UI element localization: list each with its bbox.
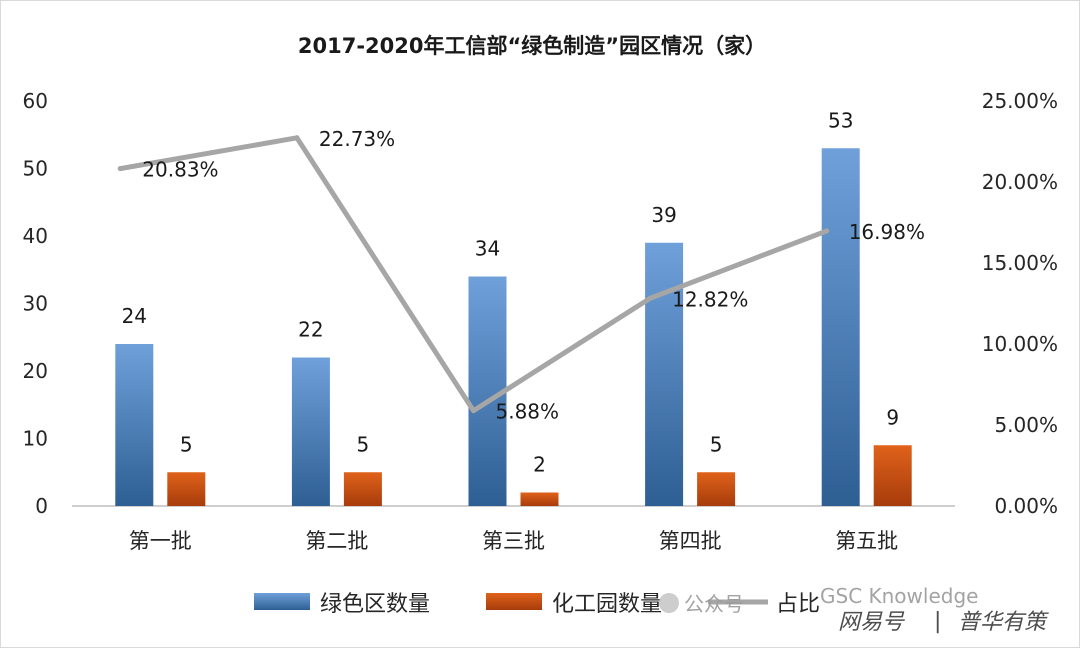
bar-chemical-parks xyxy=(873,445,912,506)
watermark-wechat-text: 公众号 xyxy=(684,592,744,616)
y2-axis-tick-label: 10.00% xyxy=(982,332,1058,356)
data-label-green-zones: 24 xyxy=(122,304,147,328)
y-axis-tick-label: 50 xyxy=(23,157,48,181)
y2-axis-tick-label: 25.00% xyxy=(982,89,1058,113)
data-label-green-zones: 53 xyxy=(828,108,853,132)
watermark-author: 普华有策 xyxy=(958,610,1049,635)
legend-swatch-green-zones xyxy=(254,593,310,610)
bar-green-zones xyxy=(291,357,330,506)
legend-label-chemical-parks: 化工园数量 xyxy=(552,592,662,617)
watermark-english-text: GSC Knowledge xyxy=(820,584,978,608)
y-axis-tick-label: 0 xyxy=(35,494,48,518)
y-axis-tick-label: 40 xyxy=(23,224,48,248)
data-label-green-zones: 39 xyxy=(651,203,676,227)
x-axis-category-label: 第二批 xyxy=(305,529,368,553)
bar-green-zones xyxy=(115,344,154,506)
ratio-data-label: 20.83% xyxy=(142,158,218,182)
ratio-data-label: 5.88% xyxy=(496,400,560,424)
x-axis-category-label: 第一批 xyxy=(129,529,192,553)
ratio-data-label: 12.82% xyxy=(672,287,748,311)
y2-axis-tick-label: 15.00% xyxy=(982,251,1058,275)
y2-axis-tick-label: 0.00% xyxy=(994,494,1058,518)
chart-title: 2017-2020年工信部“绿色制造”园区情况（家） xyxy=(298,34,766,58)
watermark-separator: | xyxy=(934,609,941,634)
watermark: 公众号 GSC Knowledge 网易号 | 普华有策 xyxy=(659,584,1049,635)
watermark-source: 网易号 xyxy=(838,610,905,635)
x-axis-category-label: 第五批 xyxy=(835,529,898,553)
data-label-green-zones: 34 xyxy=(475,237,500,261)
data-label-chemical-parks: 9 xyxy=(886,405,899,429)
legend-label-ratio: 占比 xyxy=(776,592,820,617)
bar-green-zones xyxy=(645,242,684,506)
bar-chemical-parks xyxy=(520,492,559,506)
data-label-chemical-parks: 5 xyxy=(180,432,193,456)
legend-swatch-chemical-parks xyxy=(486,593,542,610)
y2-axis-tick-label: 5.00% xyxy=(994,413,1058,437)
bar-chemical-parks xyxy=(343,472,382,506)
y-axis-tick-label: 60 xyxy=(23,89,48,113)
bar-chemical-parks xyxy=(697,472,736,506)
ratio-point xyxy=(471,408,476,414)
y-axis-tick-label: 30 xyxy=(23,292,48,316)
ratio-data-label: 22.73% xyxy=(319,127,395,151)
ratio-point xyxy=(117,166,123,172)
ratio-data-label: 16.98% xyxy=(849,220,925,244)
data-label-chemical-parks: 5 xyxy=(710,432,723,456)
y-axis-tick-label: 20 xyxy=(23,359,48,383)
x-axis-category-label: 第三批 xyxy=(482,529,545,553)
data-label-green-zones: 22 xyxy=(298,318,323,342)
data-label-chemical-parks: 5 xyxy=(357,432,370,456)
wechat-logo-icon xyxy=(659,593,679,613)
legend-label-green-zones: 绿色区数量 xyxy=(320,592,430,617)
y-axis-tick-label: 10 xyxy=(23,427,48,451)
legend: 绿色区数量 化工园数量 占比 xyxy=(254,592,820,617)
bar-chemical-parks xyxy=(167,472,206,506)
ratio-point xyxy=(824,228,830,234)
x-axis-category-label: 第四批 xyxy=(659,529,722,553)
data-label-chemical-parks: 2 xyxy=(533,453,546,477)
bar-green-zones xyxy=(821,148,860,506)
y2-axis-tick-label: 20.00% xyxy=(982,170,1058,194)
ratio-point xyxy=(294,135,300,141)
ratio-point xyxy=(647,295,653,301)
